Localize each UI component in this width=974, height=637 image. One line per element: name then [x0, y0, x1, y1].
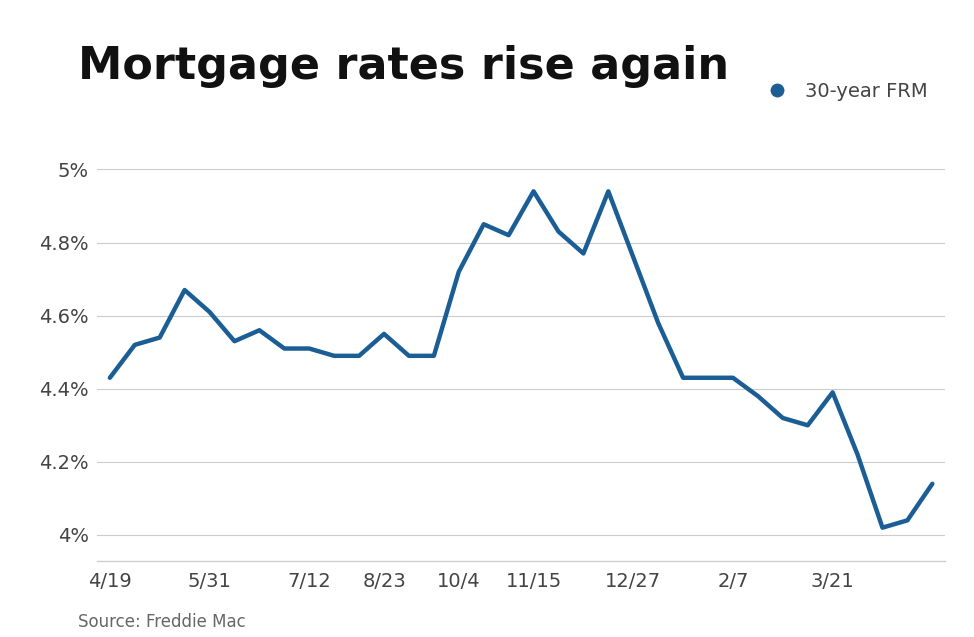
Legend: 30-year FRM: 30-year FRM [750, 74, 935, 109]
Text: Source: Freddie Mac: Source: Freddie Mac [78, 613, 245, 631]
Text: Mortgage rates rise again: Mortgage rates rise again [78, 45, 730, 88]
